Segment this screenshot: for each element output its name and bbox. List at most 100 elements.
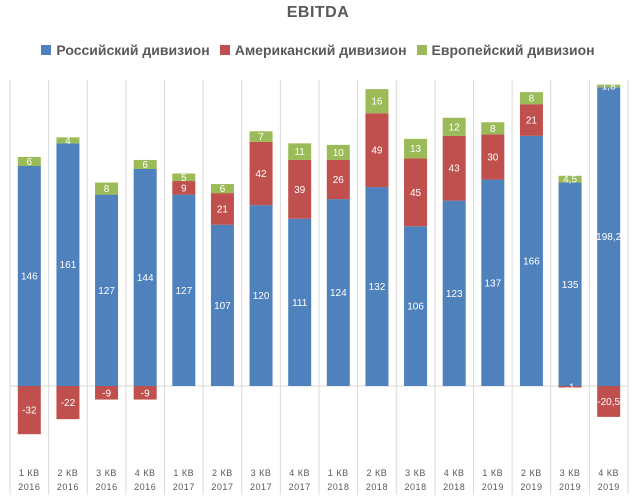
data-label-russian: 107 xyxy=(214,301,231,312)
data-label-russian: 106 xyxy=(407,302,424,313)
x-tick-quarter: 3 КВ xyxy=(251,468,272,478)
data-label-american: 26 xyxy=(333,175,345,186)
data-label-american: 30 xyxy=(487,152,499,163)
data-label-american: 42 xyxy=(256,169,268,180)
data-label-american: -32 xyxy=(22,406,37,417)
data-label-russian: 146 xyxy=(21,271,38,282)
bar-russian xyxy=(17,165,41,386)
bar-american xyxy=(519,104,543,136)
x-tick-quarter: 1 КВ xyxy=(173,468,194,478)
data-label-american: 45 xyxy=(410,188,422,199)
data-label-american: -9 xyxy=(102,388,111,399)
bar-european xyxy=(404,138,428,159)
bar-american xyxy=(17,386,41,435)
bar-american xyxy=(597,386,621,417)
data-label-russian: 127 xyxy=(98,286,115,297)
bar-european xyxy=(249,131,273,142)
data-label-european: 16 xyxy=(371,97,383,108)
data-label-european: 8 xyxy=(104,184,110,195)
bar-european xyxy=(597,84,621,88)
data-label-european: 8 xyxy=(529,94,535,105)
data-label-russian: 137 xyxy=(484,278,501,289)
bar-european xyxy=(442,117,466,136)
data-label-european: 8 xyxy=(490,124,496,135)
x-tick-quarter: 2 КВ xyxy=(58,468,79,478)
data-label-american: 49 xyxy=(371,146,383,157)
data-label-european: 6 xyxy=(142,160,148,171)
data-label-american: -9 xyxy=(141,388,150,399)
bar-american xyxy=(249,141,273,206)
legend-item-american: Американский дивизион xyxy=(219,42,407,58)
bar-russian xyxy=(210,224,234,386)
x-tick-year: 2017 xyxy=(250,482,272,492)
bar-european xyxy=(95,182,119,195)
x-tick-year: 2017 xyxy=(211,482,233,492)
data-label-european: 7 xyxy=(258,132,264,143)
bar-european xyxy=(133,159,157,169)
bar-european xyxy=(172,173,196,182)
bar-russian xyxy=(95,194,119,386)
bar-american xyxy=(95,386,119,400)
bar-russian xyxy=(172,194,196,386)
legend-item-european: Европейский дивизион xyxy=(416,42,595,58)
legend-swatch-russian xyxy=(41,45,52,55)
bar-european xyxy=(481,122,505,135)
x-tick-quarter: 4 КВ xyxy=(444,468,465,478)
data-label-american: 9 xyxy=(181,183,187,194)
data-label-european: 10 xyxy=(333,148,345,159)
x-tick-quarter: 2 КВ xyxy=(367,468,388,478)
bar-american xyxy=(288,159,312,219)
legend-label-european: Европейский дивизион xyxy=(431,42,595,58)
chart-title: EBITDA xyxy=(286,4,350,21)
legend-swatch-european xyxy=(416,45,427,55)
x-tick-year: 2019 xyxy=(598,482,620,492)
bar-european xyxy=(558,175,582,183)
bar-european xyxy=(56,137,80,144)
x-tick-year: 2019 xyxy=(482,482,504,492)
bar-russian xyxy=(519,135,543,386)
x-tick-quarter: 4 КВ xyxy=(598,468,619,478)
x-tick-year: 2017 xyxy=(173,482,195,492)
data-label-american: -20,5 xyxy=(597,397,620,408)
bar-european xyxy=(519,92,543,105)
bar-russian xyxy=(133,168,157,386)
x-tick-quarter: 1 КВ xyxy=(328,468,349,478)
legend-label-russian: Российский дивизион xyxy=(56,42,210,58)
data-label-european: 6 xyxy=(220,184,226,195)
data-label-american: 21 xyxy=(217,204,229,215)
data-label-american: 39 xyxy=(294,185,306,196)
bar-european xyxy=(326,144,350,160)
data-label-european: 12 xyxy=(449,122,461,133)
data-label-american: 21 xyxy=(526,116,538,127)
x-tick-year: 2017 xyxy=(289,482,311,492)
x-tick-quarter: 3 КВ xyxy=(560,468,581,478)
legend-swatch-american xyxy=(219,45,230,55)
bar-american xyxy=(558,386,582,388)
x-tick-year: 2019 xyxy=(520,482,542,492)
bar-european xyxy=(288,143,312,160)
bar-russian xyxy=(249,205,273,386)
data-label-russian: 198,2 xyxy=(596,232,621,243)
data-label-russian: 166 xyxy=(523,256,540,267)
data-label-russian: 124 xyxy=(330,288,347,299)
legend-label-american: Американский дивизион xyxy=(234,42,407,58)
x-tick-year: 2018 xyxy=(327,482,349,492)
data-label-european: 1,8 xyxy=(602,81,616,92)
x-tick-year: 2018 xyxy=(366,482,388,492)
x-tick-quarter: 1 КВ xyxy=(482,468,503,478)
x-tick-year: 2018 xyxy=(405,482,427,492)
data-label-russian: 144 xyxy=(137,273,154,284)
x-tick-year: 2016 xyxy=(134,482,156,492)
data-label-russian: 123 xyxy=(446,289,463,300)
bar-russian xyxy=(558,182,582,386)
data-label-european: 4 xyxy=(65,136,71,147)
data-label-russian: 127 xyxy=(175,286,192,297)
bar-american xyxy=(442,135,466,201)
data-label-american: 43 xyxy=(449,164,461,175)
bar-american xyxy=(172,181,196,195)
data-label-american: -1 xyxy=(566,382,575,393)
bar-russian xyxy=(404,226,428,386)
bar-russian xyxy=(288,218,312,386)
data-label-russian: 132 xyxy=(369,282,386,293)
bar-russian xyxy=(56,143,80,386)
